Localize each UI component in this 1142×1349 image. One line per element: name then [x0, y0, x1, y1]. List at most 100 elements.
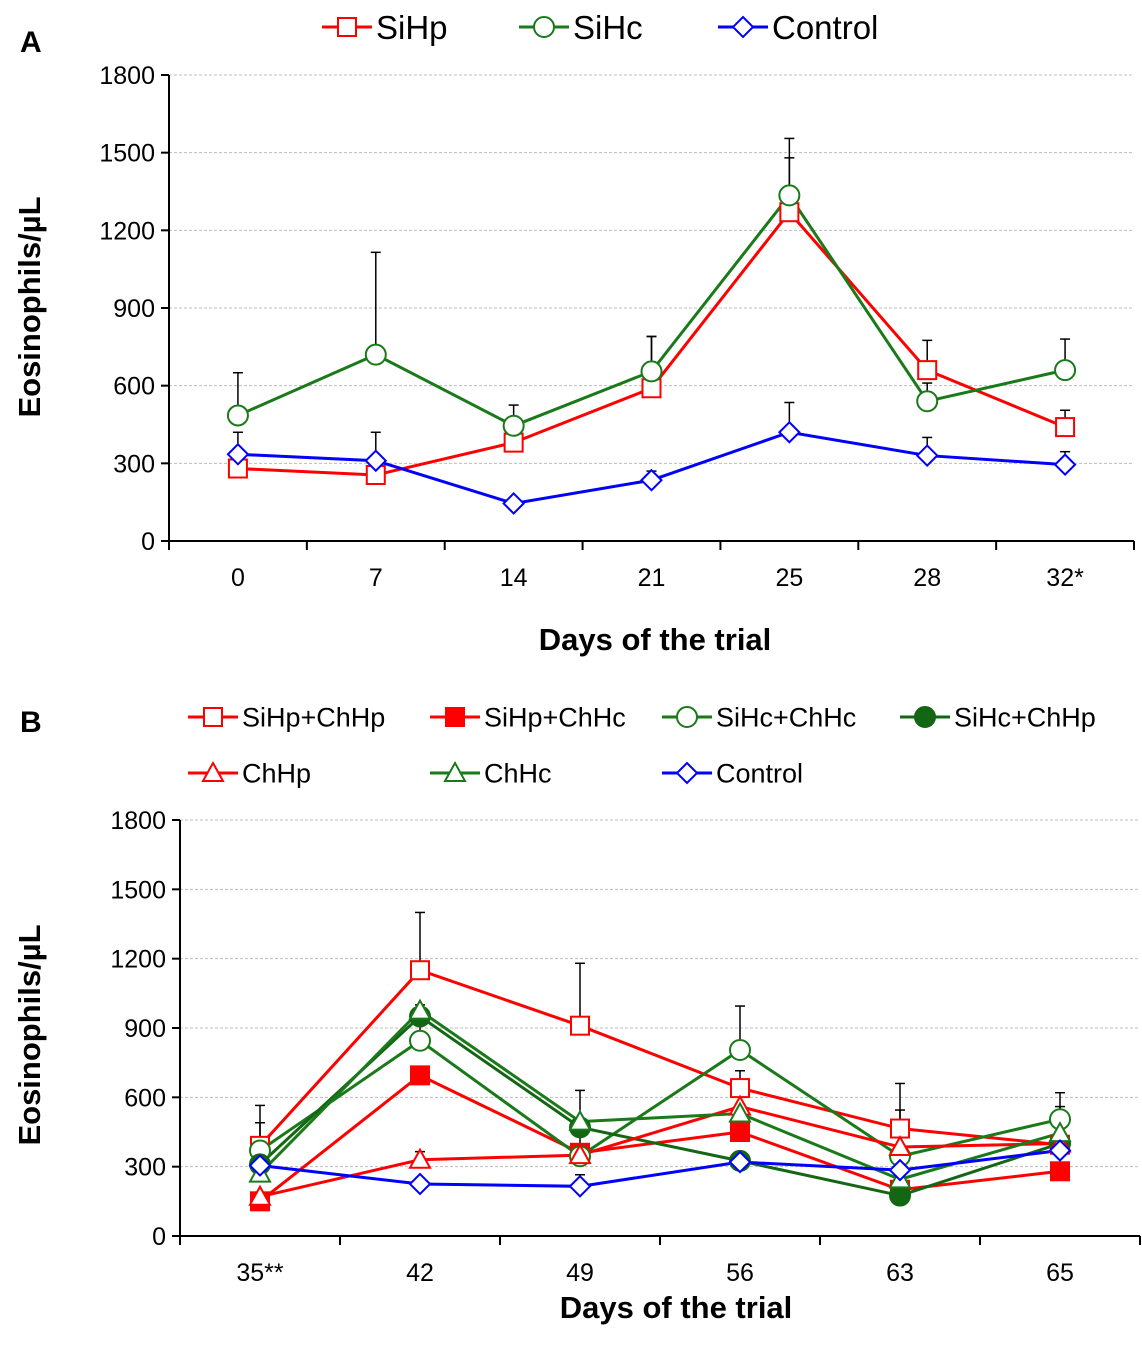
- legend-marker: [337, 17, 357, 37]
- x-tick-label: 35**: [236, 1259, 284, 1287]
- x-tick-label: 21: [638, 564, 666, 592]
- data-point: [777, 420, 801, 444]
- legend-label: SiHp+ChHc: [484, 703, 626, 733]
- data-point: [1048, 1139, 1072, 1162]
- x-tick-label: 7: [369, 564, 383, 592]
- data-point: [364, 449, 388, 473]
- data-point: [730, 1122, 750, 1142]
- series-markers-sihp-chhc: [250, 1065, 1070, 1212]
- legend-label: SiHp: [376, 9, 448, 46]
- y-tick-label: 0: [152, 1223, 166, 1251]
- y-tick-label: 0: [141, 528, 155, 556]
- legend-label: SiHp+ChHp: [242, 703, 385, 733]
- series-b: [248, 911, 1072, 1212]
- legend-item-chhp: ChHp: [188, 759, 311, 789]
- x-tick-label: 32*: [1046, 564, 1084, 592]
- y-tick-label: 1200: [110, 946, 166, 974]
- data-point: [778, 184, 801, 207]
- data-point: [1054, 359, 1077, 382]
- series-line-control: [259, 1149, 1061, 1188]
- panel-label-a: A: [20, 26, 42, 59]
- y-tick-label: 1800: [110, 807, 166, 835]
- legend-item-sihc-chhc: SiHc+ChHc: [662, 703, 856, 733]
- data-point: [915, 444, 939, 467]
- data-point: [640, 468, 663, 492]
- data-point: [729, 1038, 751, 1061]
- legend-marker: [676, 706, 698, 728]
- data-point: [916, 390, 939, 413]
- series-markers-control: [248, 1139, 1072, 1198]
- series-markers-sihp: [227, 202, 1076, 485]
- legend-item-chhc: ChHc: [430, 759, 552, 789]
- y-tick-label: 1500: [99, 140, 155, 168]
- series-markers-chhc: [248, 998, 1072, 1189]
- legend-marker: [445, 707, 465, 727]
- data-point: [248, 1154, 272, 1177]
- legend-marker: [731, 15, 755, 39]
- series-line-chhc: [258, 1008, 1061, 1181]
- data-point: [568, 1143, 592, 1165]
- data-point: [410, 960, 430, 981]
- legend-item-sihc: SiHc: [519, 9, 643, 46]
- series-markers-control: [226, 420, 1077, 515]
- legend-label: ChHp: [242, 759, 311, 789]
- legend-b: SiHp+ChHp SiHp+ChHc SiHc+ChHc SiHc+ChHp ChHp…: [188, 703, 1096, 789]
- legend-marker: [201, 760, 225, 782]
- y-tick-label: 600: [113, 373, 155, 401]
- data-point: [1050, 1161, 1070, 1182]
- x-axis-label-b: Days of the trial: [560, 1290, 793, 1325]
- data-point: [730, 1078, 750, 1099]
- chart-panel-a: A SiHp SiHc Control 0 300 600 900 1200 1500 1800…: [12, 9, 1135, 657]
- series-line-sihc-chhc: [259, 1038, 1061, 1159]
- data-point: [226, 442, 250, 466]
- y-tick-label: 300: [124, 1154, 166, 1182]
- series-line-control: [237, 430, 1066, 505]
- legend-marker: [914, 706, 936, 728]
- x-tick-label: 65: [1046, 1259, 1074, 1287]
- series-a: [226, 137, 1077, 515]
- data-point: [888, 1158, 912, 1182]
- y-axis-label-b: Eosinophils/µL: [12, 924, 47, 1145]
- y-axis-label-a: Eosinophils/µL: [12, 196, 47, 417]
- series-markers-sihc: [226, 184, 1077, 437]
- legend-label: Control: [772, 9, 878, 46]
- data-point: [570, 1015, 590, 1036]
- data-point: [502, 414, 525, 437]
- legend-item-sihc-chhp: SiHc+ChHp: [900, 703, 1096, 733]
- gridlines-b: [180, 819, 1140, 1168]
- data-point: [889, 1184, 911, 1207]
- series-line-chhp: [259, 1105, 1061, 1199]
- data-point: [890, 1118, 910, 1139]
- data-point: [728, 1101, 752, 1123]
- legend-label: SiHc+ChHc: [716, 703, 856, 733]
- data-point: [1053, 453, 1077, 477]
- legend-marker: [675, 761, 699, 785]
- legend-label: Control: [716, 759, 803, 789]
- data-point: [408, 998, 432, 1020]
- series-line-sihp-chhp: [258, 968, 1061, 1147]
- x-tick-label: 63: [886, 1259, 914, 1287]
- y-tick-label: 1500: [110, 876, 166, 904]
- legend-label: ChHc: [484, 759, 552, 789]
- axes-b: 0 300 600 900 1200 1500 1800 35** 42 49 56 63 65: [110, 807, 1141, 1287]
- legend-item-sihp: SiHp: [322, 9, 448, 46]
- data-point: [248, 1184, 272, 1206]
- axes-a: 0 300 600 900 1200 1500 1800 0 7 14 21 25 28 32*: [99, 62, 1135, 592]
- series-line-sihc-chhp: [258, 1014, 1061, 1198]
- y-tick-label: 1200: [99, 217, 155, 245]
- legend-label: SiHc: [573, 9, 643, 46]
- data-point: [408, 1172, 432, 1196]
- legend-item-control: Control: [718, 9, 878, 46]
- x-tick-label: 25: [775, 564, 803, 592]
- legend-label: SiHc+ChHp: [954, 703, 1096, 733]
- y-tick-label: 900: [124, 1015, 166, 1043]
- y-tick-label: 1800: [99, 62, 155, 90]
- data-point: [226, 404, 249, 427]
- data-point: [1055, 417, 1076, 438]
- chart-panel-b: B SiHp+ChHp SiHp+ChHc SiHc+ChHc SiHc+ChHp Ch…: [12, 703, 1141, 1325]
- y-tick-label: 600: [124, 1084, 166, 1112]
- x-tick-label: 14: [500, 564, 528, 592]
- legend-item-sihp-chhc: SiHp+ChHc: [430, 703, 626, 733]
- legend-a: SiHp SiHc Control: [322, 9, 878, 46]
